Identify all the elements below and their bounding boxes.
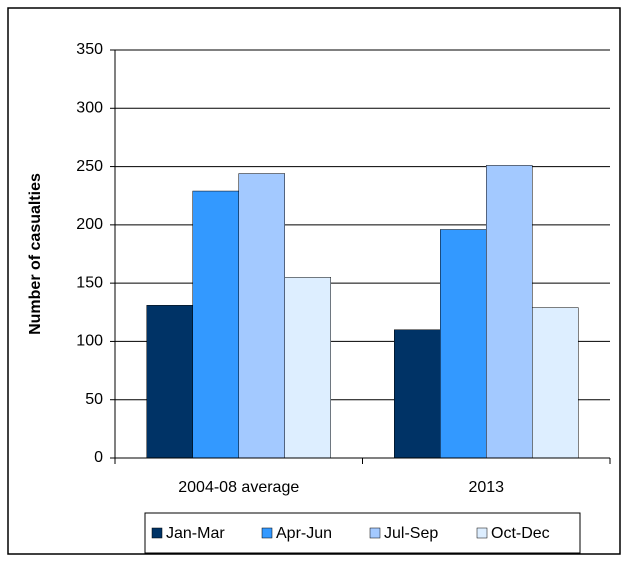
- bar: [532, 307, 579, 459]
- legend-box: [144, 512, 581, 554]
- legend-label: Jan-Mar: [166, 525, 225, 542]
- y-tick-label: 200: [76, 216, 103, 233]
- legend-label: Oct-Dec: [491, 525, 550, 542]
- bar: [440, 229, 487, 459]
- x-tick-label: 2013: [468, 479, 504, 496]
- legend-label: Apr-Jun: [276, 525, 332, 542]
- legend-label: Jul-Sep: [384, 525, 438, 542]
- bar: [238, 173, 285, 459]
- legend-swatch: [261, 527, 273, 539]
- y-tick-label: 150: [76, 274, 103, 291]
- legend-swatch: [476, 527, 488, 539]
- y-tick-label: 250: [76, 158, 103, 175]
- legend-swatch: [151, 527, 163, 539]
- bar: [146, 305, 193, 459]
- y-tick-label: 0: [94, 449, 103, 466]
- y-tick-label: 350: [76, 41, 103, 58]
- legend-swatch: [369, 527, 381, 539]
- y-axis-title: Number of casualties: [27, 173, 44, 335]
- x-tick-label: 2004-08 average: [178, 479, 299, 496]
- bar: [192, 190, 239, 459]
- y-tick-label: 50: [85, 391, 103, 408]
- y-tick-label: 300: [76, 100, 103, 117]
- bar: [486, 165, 533, 459]
- y-tick-label: 100: [76, 333, 103, 350]
- bar: [284, 277, 331, 459]
- bar: [394, 329, 441, 459]
